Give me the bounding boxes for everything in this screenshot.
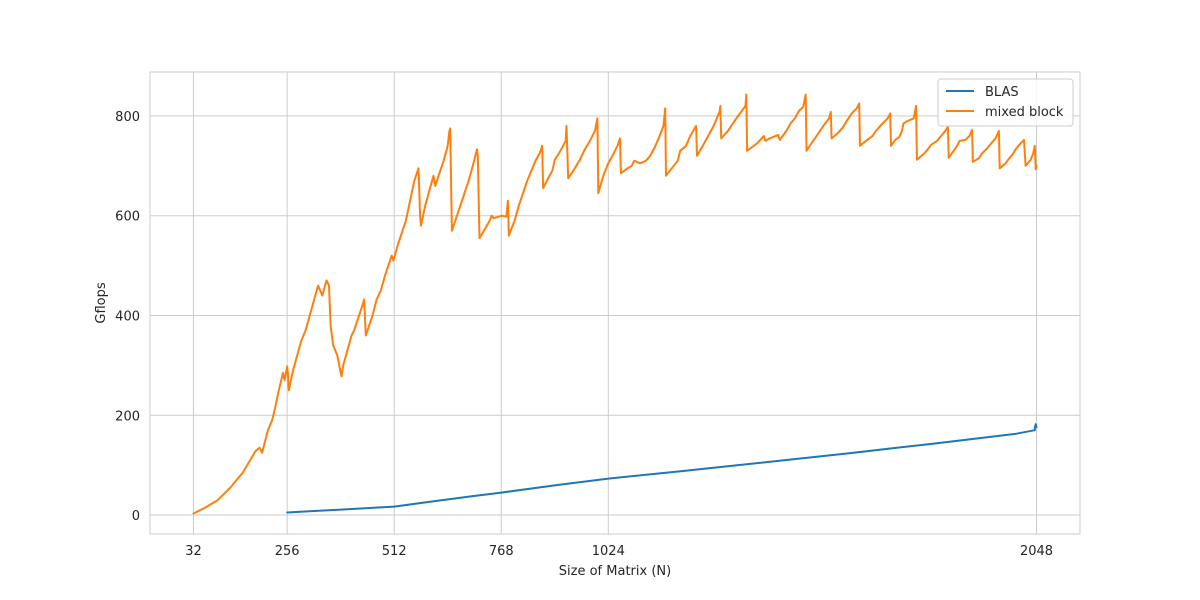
y-axis-title: Gflops xyxy=(94,282,109,323)
series-layer xyxy=(192,93,1038,515)
grid xyxy=(150,72,1080,534)
x-tick-label-256: 256 xyxy=(275,544,300,559)
x-tick-label-32: 32 xyxy=(185,544,202,559)
x-tick-label-1024: 1024 xyxy=(592,544,625,559)
x-tick-label-2048: 2048 xyxy=(1020,544,1053,559)
series-line-blas xyxy=(286,423,1038,514)
y-tick-label-800: 800 xyxy=(115,110,140,125)
plot-frame xyxy=(149,71,1081,535)
x-axis-title: Size of Matrix (N) xyxy=(559,564,671,579)
y-tick-labels: 0 200 400 600 800 xyxy=(115,110,140,524)
y-tick-label-200: 200 xyxy=(115,409,140,424)
x-tick-labels: 32 256 512 768 1024 2048 xyxy=(185,544,1053,559)
y-tick-label-600: 600 xyxy=(115,210,140,225)
series-line-mixed-block xyxy=(192,93,1038,515)
legend: BLAS mixed block xyxy=(937,78,1074,127)
x-tick-label-512: 512 xyxy=(382,544,407,559)
x-tick-label-768: 768 xyxy=(489,544,514,559)
legend-label-mixed-block: mixed block xyxy=(985,105,1064,120)
legend-label-blas: BLAS xyxy=(985,85,1019,100)
plot-area xyxy=(150,72,1080,534)
y-tick-label-0: 0 xyxy=(132,509,140,524)
y-tick-label-400: 400 xyxy=(115,309,140,324)
